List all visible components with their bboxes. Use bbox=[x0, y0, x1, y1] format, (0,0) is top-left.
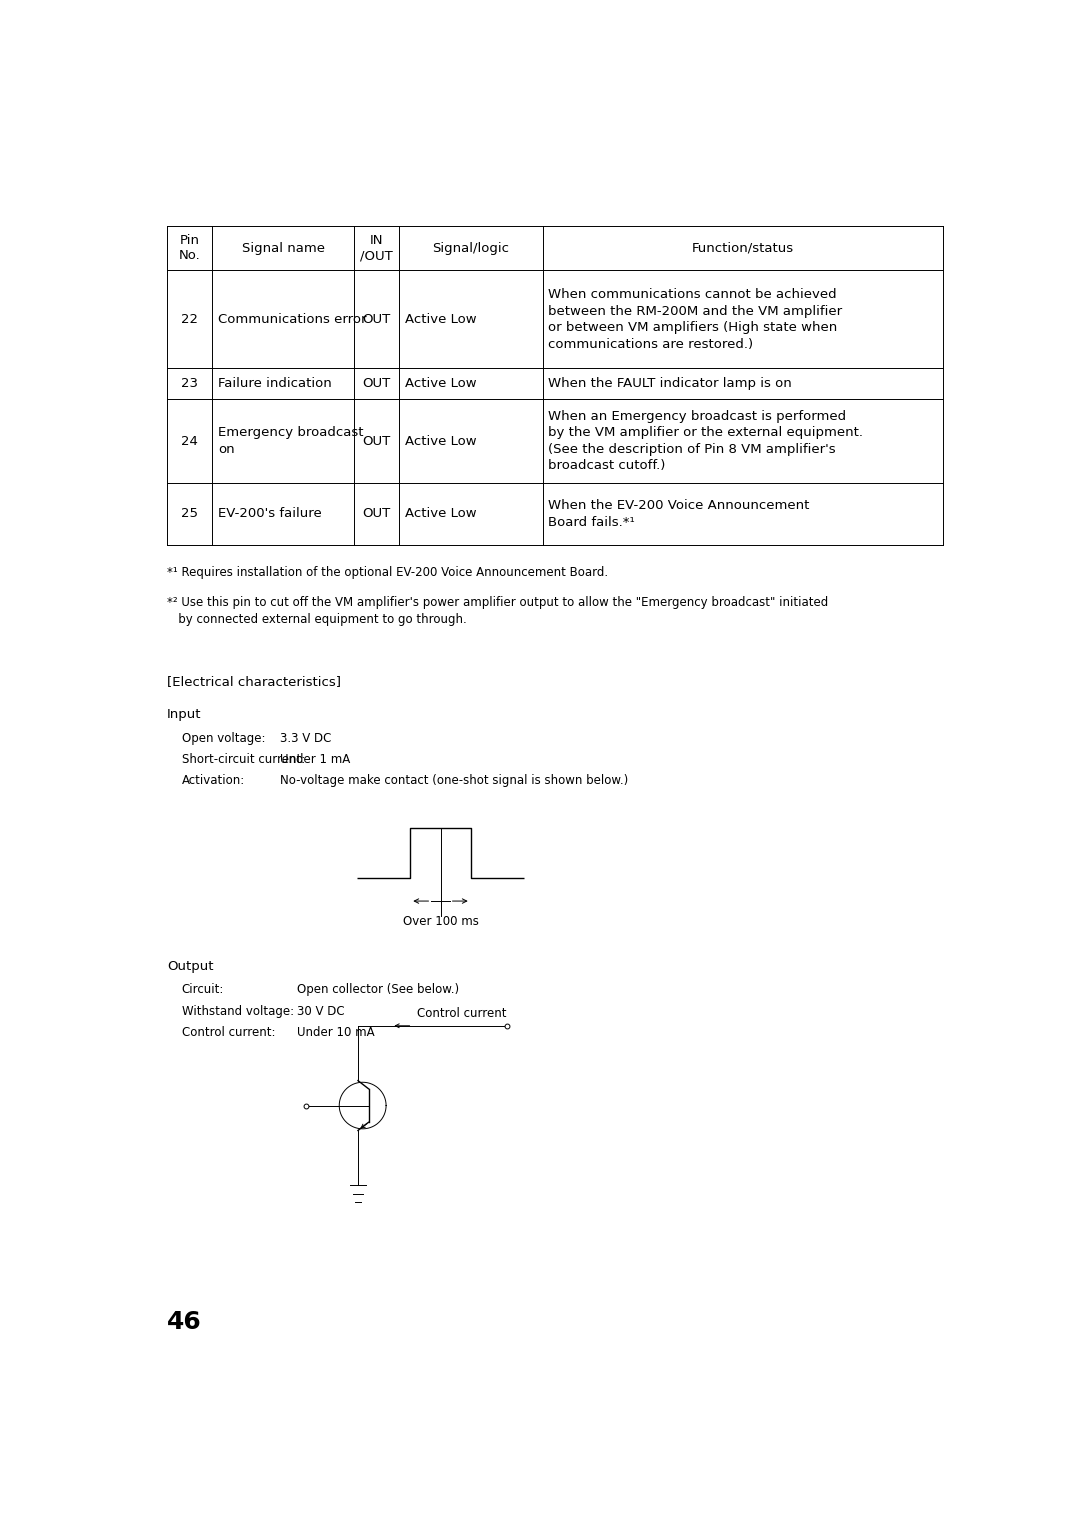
Text: Signal name: Signal name bbox=[242, 241, 325, 255]
Text: OUT: OUT bbox=[363, 434, 391, 448]
Text: 22: 22 bbox=[181, 313, 198, 325]
Text: Signal/logic: Signal/logic bbox=[432, 241, 509, 255]
Text: When an Emergency broadcast is performed
by the VM amplifier or the external equ: When an Emergency broadcast is performed… bbox=[549, 410, 864, 472]
Text: Short-circuit current:: Short-circuit current: bbox=[181, 753, 306, 766]
Text: Over 100 ms: Over 100 ms bbox=[403, 915, 478, 927]
Text: Pin
No.: Pin No. bbox=[178, 234, 200, 263]
Text: 3.3 V DC: 3.3 V DC bbox=[280, 732, 332, 744]
Text: No-voltage make contact (one-shot signal is shown below.): No-voltage make contact (one-shot signal… bbox=[280, 775, 629, 787]
Text: Control current: Control current bbox=[417, 1007, 507, 1019]
Text: 30 V DC: 30 V DC bbox=[297, 1004, 345, 1018]
Text: Active Low: Active Low bbox=[405, 434, 476, 448]
Text: Active Low: Active Low bbox=[405, 507, 476, 521]
Text: Failure indication: Failure indication bbox=[218, 377, 332, 390]
Text: When the EV-200 Voice Announcement
Board fails.*¹: When the EV-200 Voice Announcement Board… bbox=[549, 500, 810, 529]
Text: Emergency broadcast
on: Emergency broadcast on bbox=[218, 426, 363, 455]
Text: Open collector (See below.): Open collector (See below.) bbox=[297, 984, 459, 996]
Text: Activation:: Activation: bbox=[181, 775, 245, 787]
Text: When communications cannot be achieved
between the RM-200M and the VM amplifier
: When communications cannot be achieved b… bbox=[549, 287, 842, 350]
Text: IN
/OUT: IN /OUT bbox=[360, 234, 393, 263]
Text: Under 10 mA: Under 10 mA bbox=[297, 1025, 374, 1039]
Text: When the FAULT indicator lamp is on: When the FAULT indicator lamp is on bbox=[549, 377, 793, 390]
Text: Active Low: Active Low bbox=[405, 313, 476, 325]
Text: EV-200's failure: EV-200's failure bbox=[218, 507, 322, 521]
Text: 25: 25 bbox=[181, 507, 198, 521]
Text: Circuit:: Circuit: bbox=[181, 984, 225, 996]
Text: OUT: OUT bbox=[363, 507, 391, 521]
Text: 24: 24 bbox=[181, 434, 198, 448]
Text: 23: 23 bbox=[181, 377, 198, 390]
Text: Under 1 mA: Under 1 mA bbox=[280, 753, 350, 766]
Text: Input: Input bbox=[166, 707, 201, 721]
Text: Output: Output bbox=[166, 960, 214, 973]
Text: Withstand voltage:: Withstand voltage: bbox=[181, 1004, 294, 1018]
Text: OUT: OUT bbox=[363, 377, 391, 390]
Text: *¹ Requires installation of the optional EV-200 Voice Announcement Board.: *¹ Requires installation of the optional… bbox=[166, 565, 608, 579]
Text: Communications error: Communications error bbox=[218, 313, 366, 325]
Text: *² Use this pin to cut off the VM amplifier's power amplifier output to allow th: *² Use this pin to cut off the VM amplif… bbox=[166, 596, 828, 626]
Text: Active Low: Active Low bbox=[405, 377, 476, 390]
Text: Control current:: Control current: bbox=[181, 1025, 275, 1039]
Text: [Electrical characteristics]: [Electrical characteristics] bbox=[166, 675, 341, 688]
Text: OUT: OUT bbox=[363, 313, 391, 325]
Text: 46: 46 bbox=[166, 1309, 202, 1334]
Text: Function/status: Function/status bbox=[691, 241, 794, 255]
Text: Open voltage:: Open voltage: bbox=[181, 732, 266, 744]
